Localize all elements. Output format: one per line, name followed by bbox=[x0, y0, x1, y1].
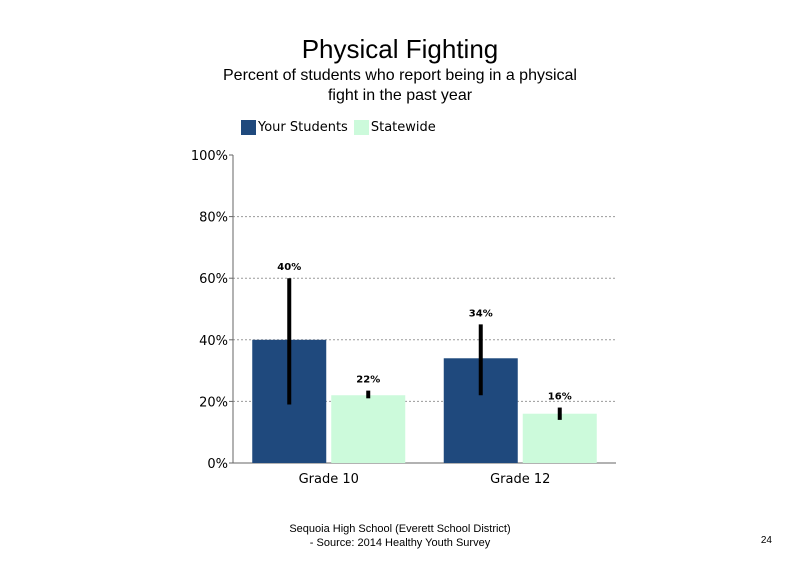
chart-plot: 0% 20% 40% 60% 80% 100% 40% 22% Grade 10 34% 16% Gr… bbox=[191, 149, 616, 487]
legend-swatch-your-students bbox=[241, 119, 256, 135]
legend-item-your-students: Your Students bbox=[241, 119, 348, 135]
y-tick-label: 40% bbox=[199, 334, 228, 349]
bar bbox=[522, 413, 597, 463]
data-label: 40% bbox=[277, 262, 301, 273]
footer: Sequoia High School (Everett School Dist… bbox=[200, 522, 600, 550]
page-number: 24 bbox=[760, 535, 772, 546]
chart-subtitle: Percent of students who report being in … bbox=[223, 67, 577, 104]
legend-label-your-students: Your Students bbox=[258, 119, 348, 135]
y-tick-label: 60% bbox=[199, 272, 228, 287]
y-tick-label: 100% bbox=[191, 149, 228, 164]
data-label: 16% bbox=[548, 392, 572, 403]
footer-source: - Source: 2014 Healthy Youth Survey bbox=[309, 537, 491, 549]
data-label: 34% bbox=[469, 308, 493, 319]
legend: Your Students Statewide bbox=[241, 118, 442, 136]
y-tick-label: 20% bbox=[199, 395, 228, 410]
x-tick-label: Grade 10 bbox=[299, 472, 359, 487]
legend-label-statewide: Statewide bbox=[370, 119, 436, 135]
y-tick-label: 80% bbox=[199, 211, 228, 226]
chart-title: Physical Fighting bbox=[301, 34, 499, 64]
legend-swatch-statewide bbox=[353, 119, 369, 135]
x-tick-label: Grade 12 bbox=[490, 472, 550, 487]
legend-item-statewide: Statewide bbox=[353, 119, 436, 135]
bar bbox=[331, 395, 406, 463]
y-tick-label: 0% bbox=[207, 457, 228, 472]
data-label: 22% bbox=[356, 375, 380, 386]
footer-school: Sequoia High School (Everett School Dist… bbox=[289, 523, 511, 535]
